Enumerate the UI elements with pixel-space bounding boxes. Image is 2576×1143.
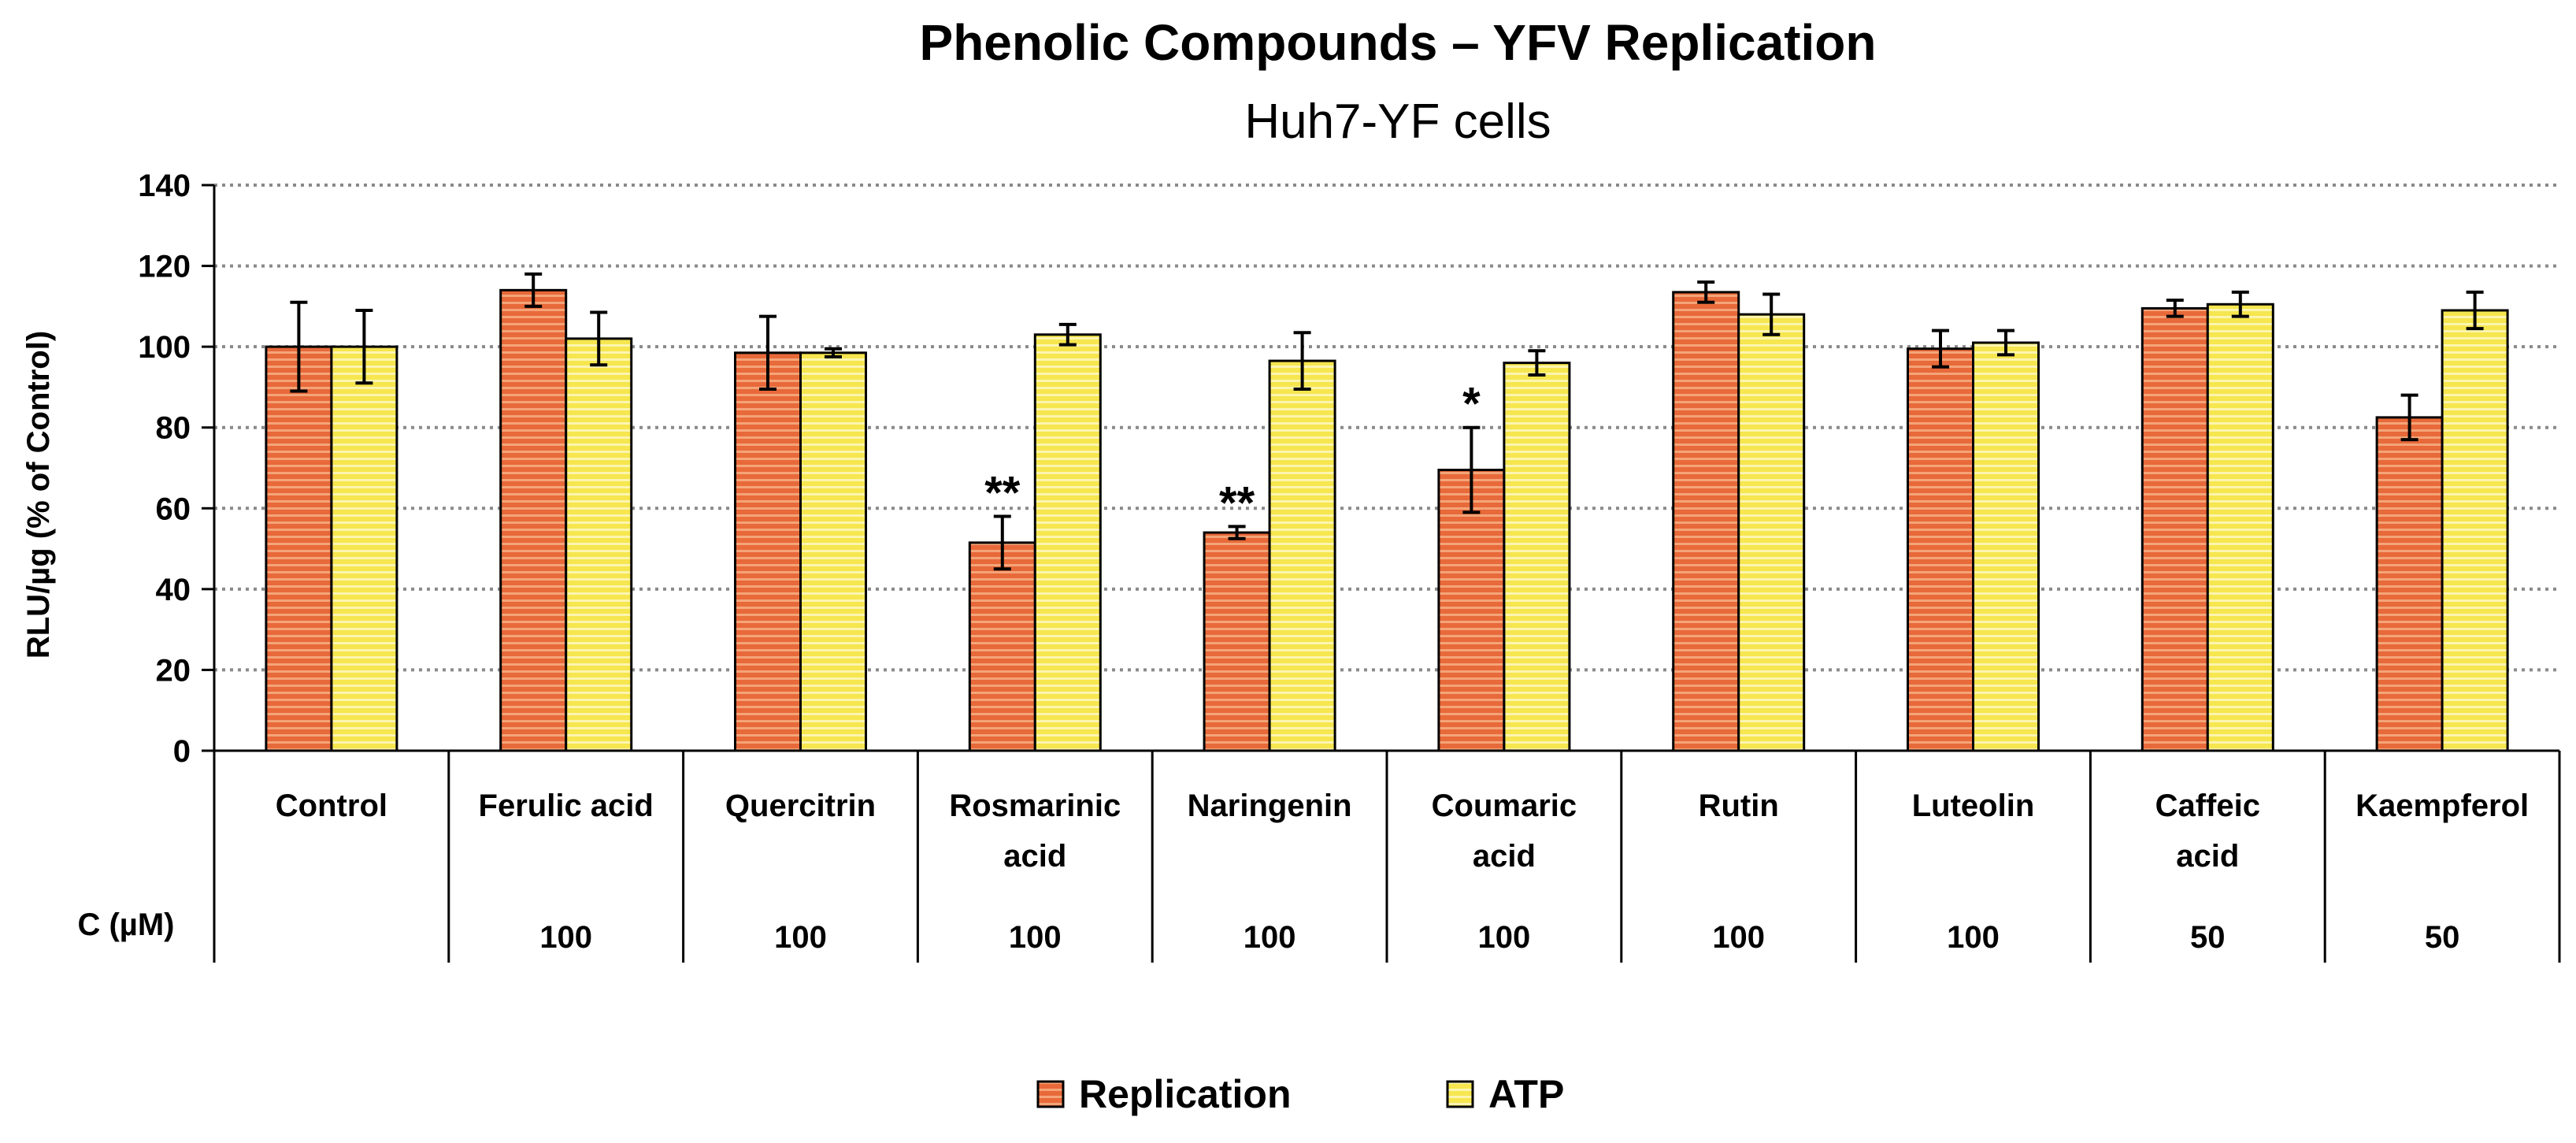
legend: Replication ATP [1036,1072,1564,1116]
category-label: Caffeic [2155,789,2260,823]
bar-atp [1972,341,2040,752]
bar-atp [1737,313,1806,752]
significance-marker: * [1462,379,1481,430]
bar-replication [265,345,333,752]
category-label: Quercitrin [725,789,876,823]
y-axis-label: RLU/µg (% of Control) [21,331,56,659]
bar-atp [1033,333,1102,752]
bar-atp [2206,302,2274,752]
concentration-value: 100 [1009,920,1062,955]
concentration-value: 50 [2425,920,2460,955]
bar-atp [1503,362,1571,752]
y-tick-label: 60 [156,492,191,526]
bar-replication [2140,306,2209,752]
concentration-value: 100 [1712,920,1765,955]
bar-atp [330,345,398,752]
bar-atp [1268,359,1336,752]
concentration-value: 100 [774,920,827,955]
concentration-value: 50 [2190,920,2226,955]
category-label: acid [1473,839,1536,874]
significance-marker: ** [1219,477,1255,529]
bar-replication [2375,416,2444,752]
bar-replication [1203,531,1271,752]
category-label: Naringenin [1188,789,1352,823]
y-tick-label: 80 [156,411,191,446]
legend-swatch-replication [1036,1080,1065,1108]
concentration-value: 100 [539,920,592,955]
legend-label-replication: Replication [1079,1072,1291,1116]
y-tick-label: 140 [138,169,191,203]
concentration-row-label: C (µM) [77,907,174,942]
y-tick-label: 40 [156,573,191,607]
category-label: Control [276,789,387,823]
y-tick-label: 100 [138,330,191,365]
bar-atp [799,351,867,752]
concentration-value: 100 [1947,920,2000,955]
bar-replication [1672,291,1740,752]
bar-replication [734,351,802,752]
bar-replication [968,541,1036,752]
y-tick-label: 20 [156,653,191,688]
legend-label-atp: ATP [1488,1072,1564,1116]
concentration-value: 100 [1478,920,1531,955]
category-label: Rosmarinic [949,789,1121,823]
bar-replication [1907,347,1974,752]
category-label: Coumaric [1432,789,1577,823]
category-label: acid [1003,839,1066,874]
category-label: Ferulic acid [479,789,654,823]
significance-marker: ** [984,468,1021,519]
bar-atp [2441,309,2509,752]
category-label: Kaempferol [2355,789,2529,823]
legend-swatch-atp [1446,1080,1474,1108]
category-label: Luteolin [1912,789,2035,823]
category-label: Rutin [1699,789,1779,823]
y-tick-label: 0 [173,734,191,769]
labels: 0 20 40 60 80 100 120 140 Control Ferulic acid 100… [138,169,2529,955]
chart-title: Phenolic Compounds – YFV Replication [920,14,1877,71]
bar-replication [499,288,568,752]
bars [265,272,2509,752]
bar-atp [565,337,633,752]
y-tick-label: 120 [138,250,191,284]
axes [202,184,2561,963]
category-label: acid [2176,839,2239,874]
concentration-value: 100 [1244,920,1296,955]
chart-subtitle: Huh7-YF cells [1244,95,1551,149]
